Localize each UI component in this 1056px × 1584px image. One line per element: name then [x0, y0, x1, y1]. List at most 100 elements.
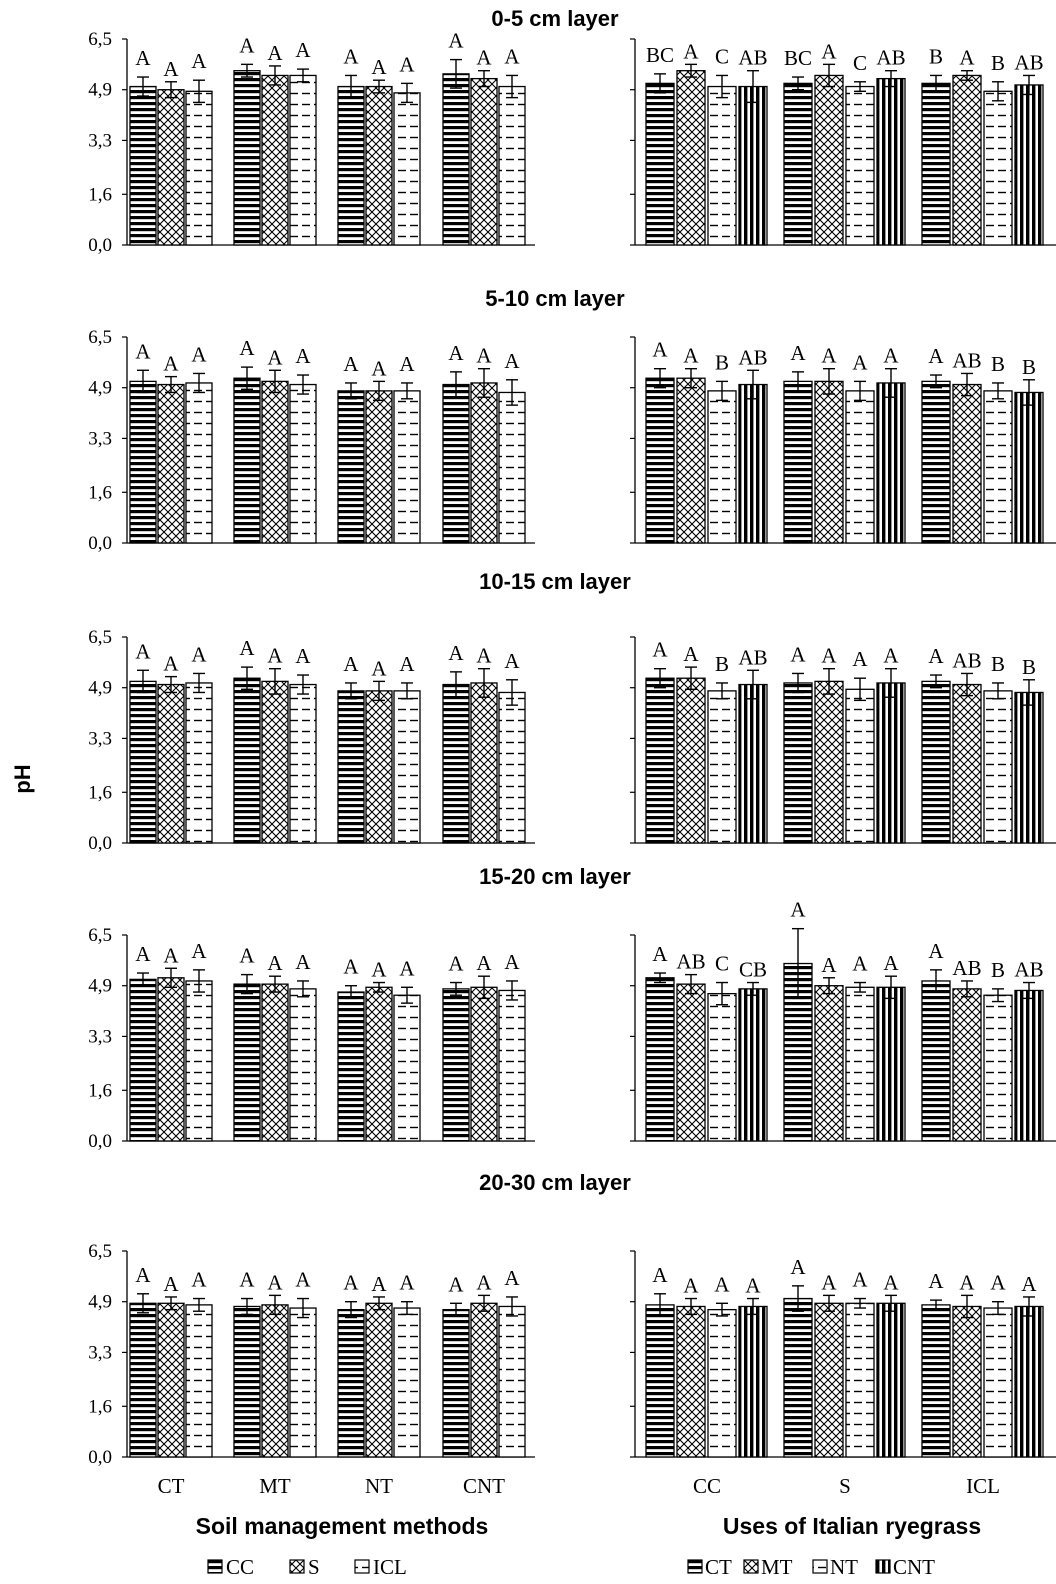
bar-cc-mt: [676, 983, 706, 1142]
bar-icl-mt: [952, 383, 982, 544]
error-bar-nt-icl: [401, 986, 413, 1004]
significance-letter-s-cnt: A: [883, 644, 899, 668]
y-tick-label: 0,0: [88, 1131, 112, 1152]
significance-letter-icl-mt: AB: [952, 956, 981, 980]
bar-cc-nt: [707, 690, 737, 844]
error-bar-mt-cc: [241, 666, 253, 690]
layer-title: 0-5 cm layer: [491, 6, 619, 31]
y-tick-label: 4,9: [88, 1292, 112, 1313]
error-bar-icl-nt: [992, 81, 1004, 102]
bar-s-mt: [814, 1302, 844, 1458]
error-bar-s-cnt: [885, 69, 897, 88]
significance-letter-icl-mt: AB: [952, 348, 981, 372]
bar-ct-s: [157, 1302, 185, 1458]
significance-letter-s-cnt: A: [883, 951, 899, 975]
error-bar-ct-cc: [137, 369, 149, 394]
error-bar-cc-ct: [654, 73, 666, 94]
bar-cnt-s: [470, 382, 498, 544]
significance-letter-cnt-cc: A: [448, 29, 464, 53]
error-bar-ct-icl: [193, 79, 205, 104]
significance-letter-ct-s: A: [163, 943, 179, 967]
bar-cc-ct: [645, 377, 675, 544]
y-tick-label: 3,3: [88, 130, 112, 151]
significance-letter-icl-nt: B: [991, 51, 1005, 75]
significance-letter-icl-ct: B: [929, 44, 943, 68]
error-bar-cc-ct: [654, 367, 666, 389]
significance-letter-cc-nt: B: [715, 652, 729, 676]
significance-letter-s-nt: C: [853, 51, 867, 75]
error-bar-s-nt: [854, 981, 866, 993]
error-bar-s-cnt: [885, 1294, 897, 1312]
error-bar-cc-mt: [685, 666, 697, 690]
error-bar-ct-s: [165, 675, 177, 694]
error-bar-ct-icl: [193, 672, 205, 694]
bar-icl-nt: [983, 1307, 1013, 1458]
y-tick-label: 6,5: [88, 627, 112, 648]
bar-cnt-icl: [498, 989, 526, 1142]
significance-letter-s-ct: A: [790, 642, 806, 666]
error-bar-mt-cc: [241, 366, 253, 390]
significance-letter-mt-cc: A: [239, 336, 255, 360]
significance-letter-cnt-s: A: [476, 644, 492, 668]
x-tick-cc: CC: [693, 1474, 721, 1498]
error-bar-icl-nt: [992, 1301, 1004, 1316]
error-bar-icl-cnt: [1023, 1296, 1035, 1317]
legend-label-s: S: [308, 1555, 320, 1579]
legend-swatch-mt: [743, 1559, 759, 1574]
error-bar-icl-mt: [961, 69, 973, 81]
significance-letter-cc-mt: AB: [676, 950, 705, 974]
bar-nt-icl: [393, 690, 421, 844]
bar-cc-mt: [676, 677, 706, 844]
error-bar-icl-nt: [992, 682, 1004, 700]
bar-mt-s: [261, 680, 289, 844]
significance-letter-cc-cnt: A: [745, 1274, 761, 1298]
bar-icl-mt: [952, 1305, 982, 1458]
bar-ct-s: [157, 383, 185, 544]
significance-letter-icl-mt: A: [959, 1270, 975, 1294]
legend-swatch-nt: [812, 1559, 828, 1574]
error-bar-icl-ct: [930, 674, 942, 689]
bar-nt-s: [365, 1302, 393, 1458]
significance-letter-cc-mt: A: [683, 642, 699, 666]
significance-letter-cnt-icl: A: [504, 349, 520, 373]
bar-s-cnt: [876, 986, 906, 1142]
error-bar-nt-s: [373, 981, 385, 993]
y-tick-label: 3,3: [88, 1026, 112, 1047]
bar-icl-nt: [983, 690, 1013, 844]
bar-icl-nt: [983, 994, 1013, 1142]
bar-icl-ct: [921, 980, 951, 1142]
significance-letter-cnt-s: A: [476, 46, 492, 70]
significance-letter-nt-icl: A: [399, 956, 415, 980]
bar-ct-cc: [129, 85, 157, 246]
error-bar-mt-icl: [297, 980, 309, 998]
bar-ct-cc: [129, 380, 157, 544]
error-bar-mt-s: [269, 1294, 281, 1316]
bar-s-nt: [845, 390, 875, 544]
bar-icl-mt: [952, 988, 982, 1142]
error-bar-icl-cnt: [1023, 379, 1035, 406]
error-bar-s-mt: [823, 977, 835, 995]
bar-s-mt: [814, 985, 844, 1142]
significance-letter-mt-cc: A: [239, 944, 255, 968]
error-bar-nt-icl: [401, 382, 413, 400]
significance-letter-nt-cc: A: [343, 955, 359, 979]
significance-letter-s-mt: A: [821, 344, 837, 368]
significance-letter-s-cnt: A: [883, 344, 899, 368]
bar-mt-icl: [289, 74, 317, 246]
significance-letter-cnt-s: A: [476, 344, 492, 368]
error-bar-icl-ct: [930, 969, 942, 993]
significance-letter-nt-icl: A: [399, 1271, 415, 1295]
significance-letter-ct-cc: A: [135, 339, 151, 363]
y-tick-label: 6,5: [88, 327, 112, 348]
significance-letter-s-mt: A: [821, 1270, 837, 1294]
x-tick-s: S: [839, 1474, 851, 1498]
error-bar-ct-icl: [193, 1297, 205, 1312]
x-axis-title-right: Uses of Italian ryegrass: [723, 1513, 981, 1539]
error-bar-icl-mt: [961, 980, 973, 998]
error-bar-cnt-cc: [450, 671, 462, 698]
bar-cc-ct: [645, 677, 675, 844]
error-bar-s-mt: [823, 667, 835, 695]
error-bar-cc-mt: [685, 367, 697, 389]
error-bar-icl-ct: [930, 1299, 942, 1311]
